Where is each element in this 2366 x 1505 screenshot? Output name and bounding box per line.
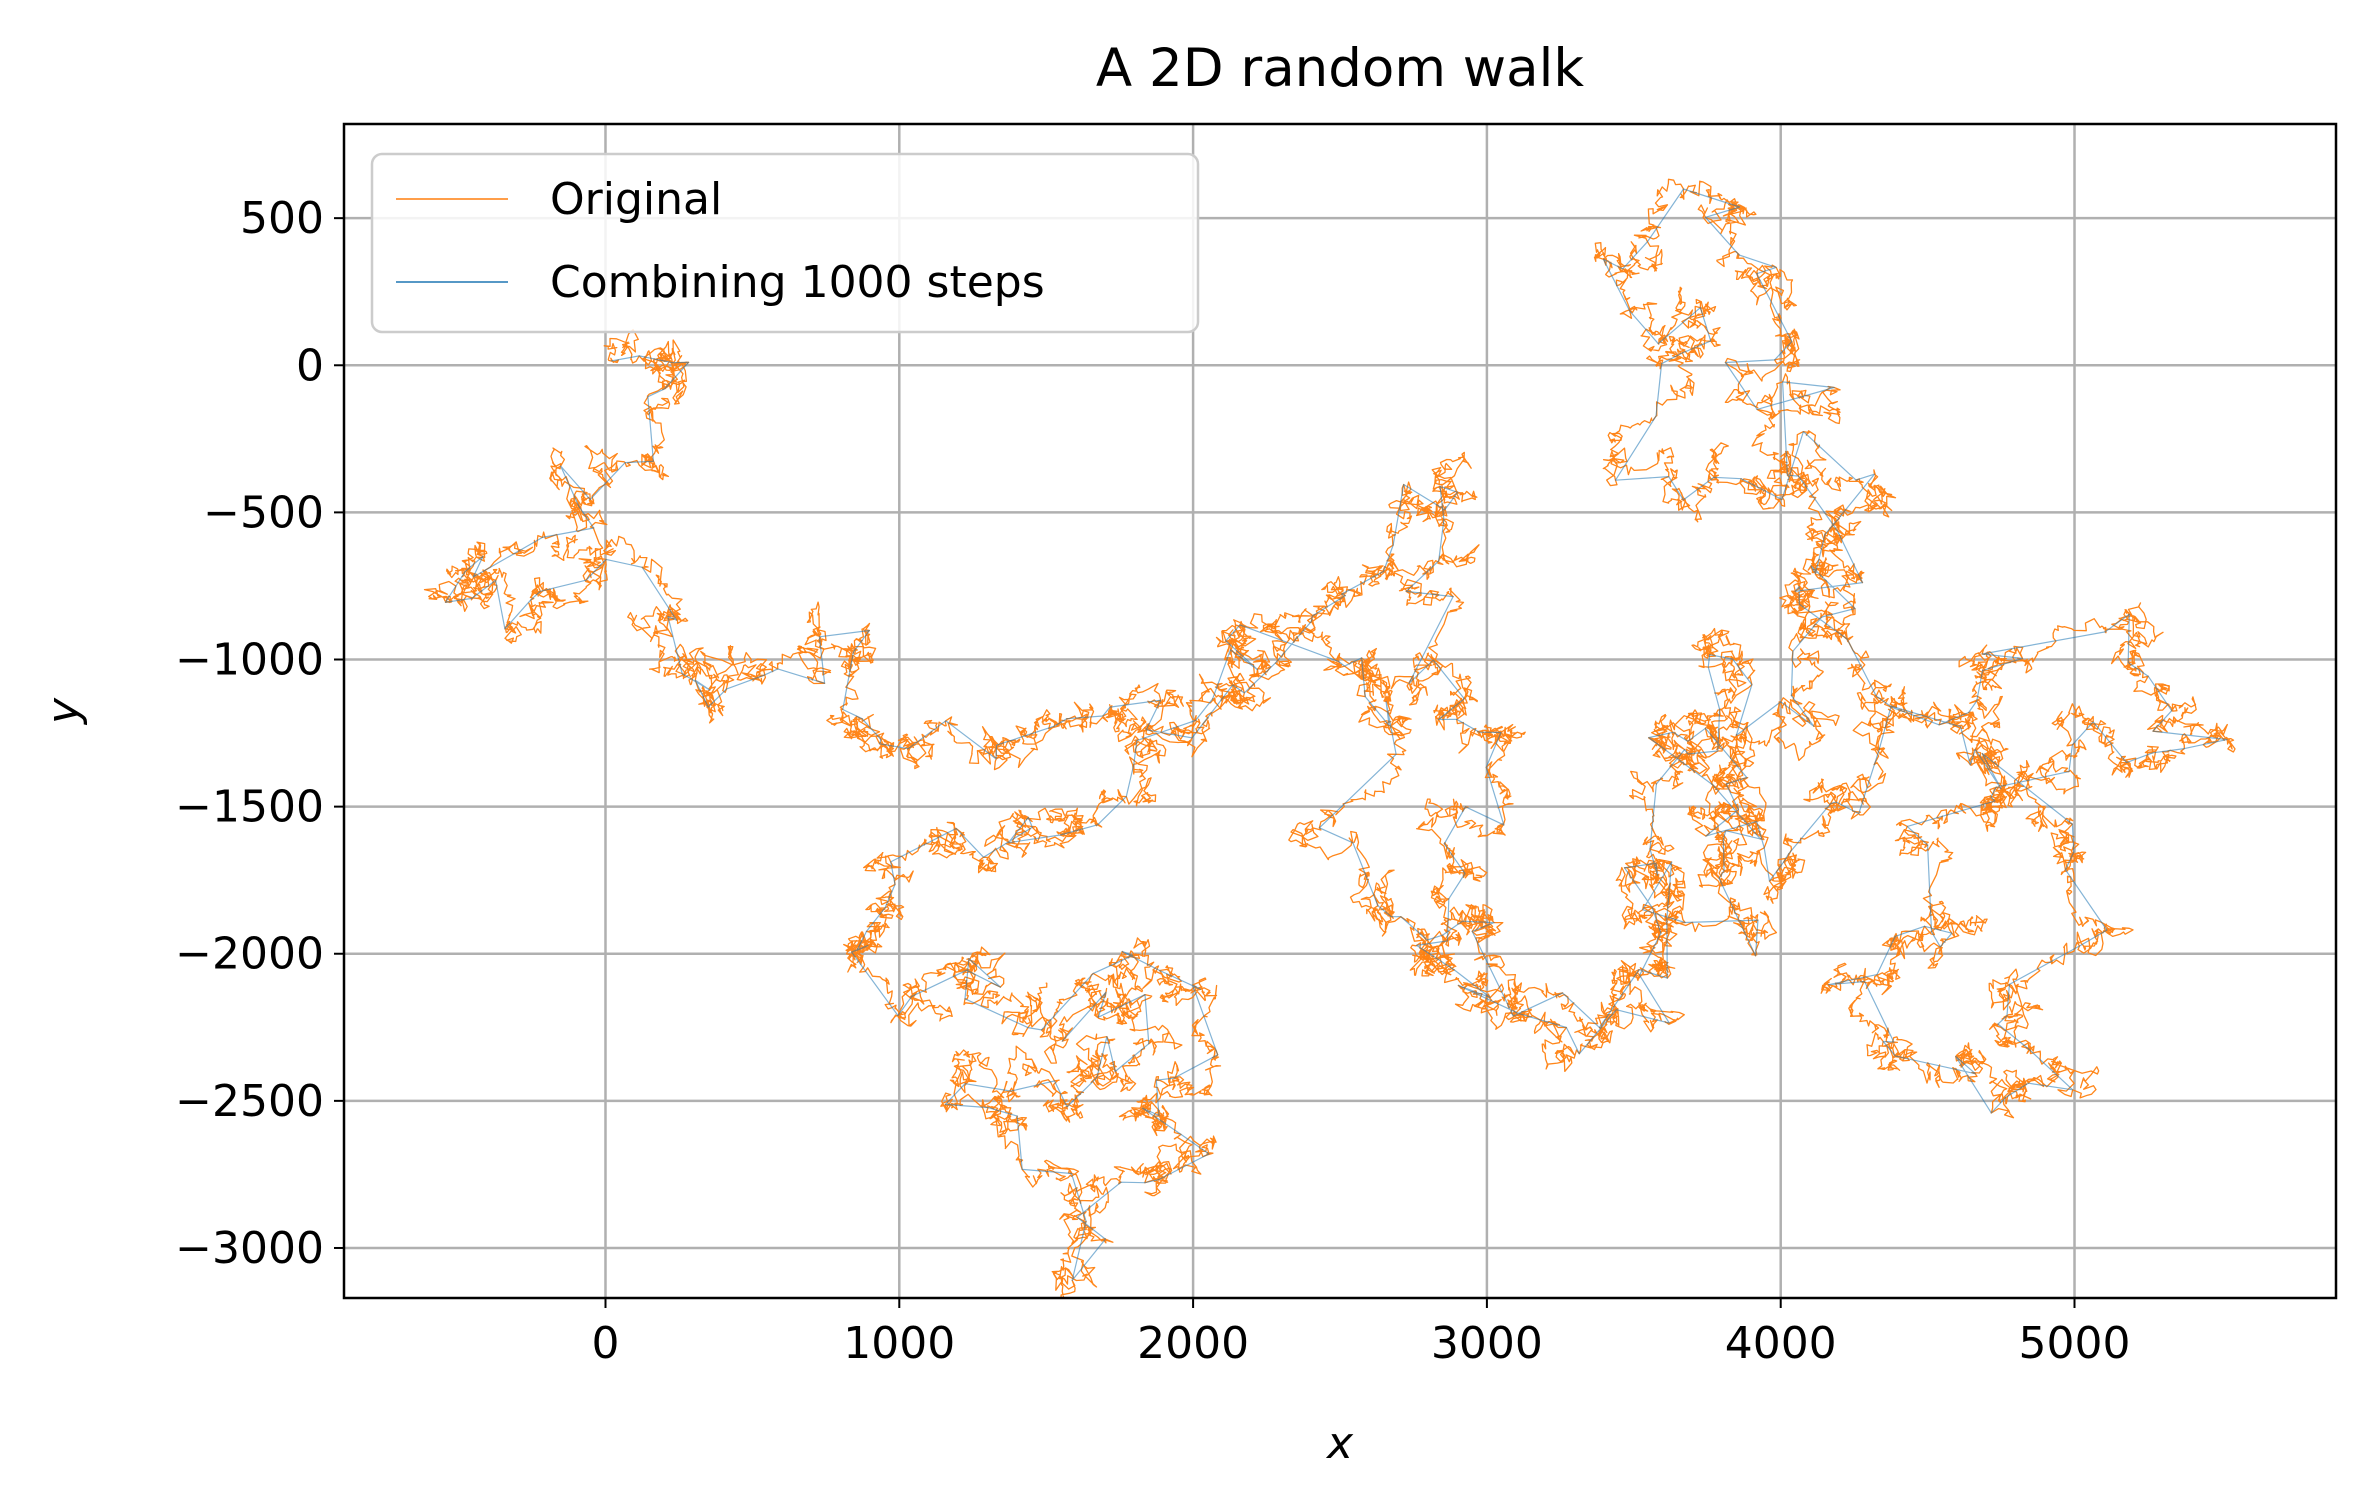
y-axis: 500 0 −500 −1000 −1500 −2000 −2500 −3000 (175, 193, 344, 1274)
original-walk-segment (1288, 709, 1778, 1051)
legend-label-original: Original (550, 174, 722, 225)
x-axis-label: x (1325, 1418, 1354, 1469)
y-axis-label: y (38, 697, 89, 726)
y-tick-label: −2000 (175, 929, 324, 980)
original-walk-segment (1685, 697, 2134, 1119)
y-tick-label: 500 (240, 193, 324, 244)
y-tick-label: −3000 (175, 1223, 324, 1274)
x-tick-label: 3000 (1431, 1318, 1543, 1369)
original-walk-segment (940, 937, 1222, 1298)
original-walk-segment (1820, 602, 2236, 1114)
combined-walk-path (444, 188, 2228, 1281)
x-tick-label: 5000 (2019, 1318, 2131, 1369)
y-tick-label: −1000 (175, 635, 324, 686)
y-tick-label: −1500 (175, 782, 324, 833)
x-tick-label: 0 (591, 1318, 619, 1369)
x-tick-label: 2000 (1137, 1318, 1249, 1369)
original-walk-segment (1025, 982, 1183, 1119)
original-walk-segment (843, 613, 1412, 1027)
series-combining (444, 188, 2228, 1281)
y-tick-label: −500 (203, 487, 324, 538)
x-tick-label: 4000 (1725, 1318, 1837, 1369)
y-tick-label: −2500 (175, 1076, 324, 1127)
legend-box (370, 152, 1200, 334)
legend: Original Combining 1000 steps (370, 152, 1200, 334)
chart-title: A 2D random walk (1096, 38, 1584, 99)
x-tick-label: 1000 (843, 1318, 955, 1369)
legend-label-combining: Combining 1000 steps (550, 257, 1045, 308)
original-walk-segment (423, 328, 807, 724)
original-walk-segment (1602, 319, 1897, 850)
plot-area (423, 178, 2236, 1298)
y-tick-label: 0 (296, 340, 324, 391)
axes-frame (342, 122, 2338, 1300)
original-walk-segment (1593, 178, 2007, 743)
x-axis: 0 1000 2000 3000 4000 5000 (591, 1298, 2131, 1369)
